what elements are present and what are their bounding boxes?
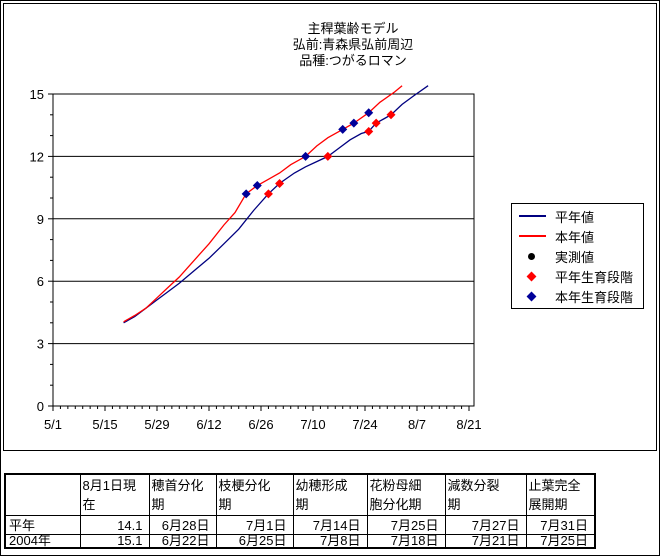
table-cell-2004年-0: 15.1 (79, 534, 150, 549)
table-header-cell-2: 穂首分化 期 (148, 473, 217, 516)
legend-item-3: 平年生育段階 (512, 266, 643, 286)
legend-label: 実測値 (555, 249, 595, 265)
legend-item-0: 平年値 (512, 206, 643, 226)
table-header-cell-1: 8月1日現 在 (79, 473, 150, 516)
row-label: 2004年 (4, 534, 81, 549)
y-tick-label: 12 (30, 149, 44, 164)
table-cell-平年-6: 7月31日 (525, 515, 596, 535)
stage-marker-平年生育段階 (323, 151, 333, 161)
stage-marker-本年生育段階 (349, 118, 359, 128)
y-tick-label: 6 (37, 274, 44, 289)
line-marker (519, 215, 546, 217)
x-tick-label: 7/10 (300, 417, 325, 432)
x-tick-label: 6/26 (248, 417, 273, 432)
table-cell-平年-4: 7月25日 (366, 515, 446, 535)
stage-marker-平年生育段階 (371, 118, 381, 128)
chart-title-line3: 品種:つがるロマン (299, 53, 407, 68)
series-line-平年値 (123, 85, 429, 324)
table-header-cell-0 (4, 473, 81, 516)
legend-diamond-icon (519, 291, 555, 301)
diamond-marker (526, 291, 537, 301)
table-header-cell-3: 枝梗分化 期 (215, 473, 294, 516)
diamond-marker (526, 271, 537, 281)
stage-marker-本年生育段階 (241, 189, 251, 199)
stage-marker-平年生育段階 (364, 126, 374, 136)
table-cell-平年-0: 14.1 (79, 515, 150, 535)
table-cell-2004年-2: 6月25日 (215, 534, 294, 549)
growth-stage-table: 8月1日現 在穂首分化 期枝梗分化 期幼穂形成 期花粉母細 胞分化期 減数分裂 期… (4, 473, 596, 549)
legend-label: 平年値 (555, 209, 595, 225)
x-tick-label: 7/24 (352, 417, 377, 432)
x-tick-label: 5/15 (92, 417, 117, 432)
plot-area-border (52, 93, 475, 407)
y-tick-label: 3 (37, 337, 44, 352)
x-tick-label: 5/1 (44, 417, 62, 432)
dot-marker (528, 252, 535, 260)
chart-title-line1: 主稈葉齢モデル (307, 21, 399, 36)
x-tick-label: 5/29 (144, 417, 169, 432)
leaf-age-chart: 0 3 6 9 12 15 5/1 5/15 5/29 6/12 6/26 7/10 7/24 8/7 8/… (30, 85, 482, 432)
y-tick-label: 15 (30, 87, 44, 102)
table-row-平年: 平年 14.1 6月28日 7月1日 7月14日 7月25日 7月27日 7月31日 (4, 515, 596, 535)
x-tick-label: 6/12 (196, 417, 221, 432)
table-header-cell-6: 減数分裂 期 (444, 473, 527, 516)
legend-item-2: 実測値 (512, 246, 643, 266)
stage-marker-本年生育段階 (301, 151, 311, 161)
table-header-cell-5: 花粉母細 胞分化期 (366, 473, 446, 516)
table-header-row: 8月1日現 在穂首分化 期枝梗分化 期幼穂形成 期花粉母細 胞分化期 減数分裂 期… (4, 473, 596, 516)
table-cell-2004年-3: 7月8日 (292, 534, 368, 549)
table-cell-平年-5: 7月27日 (444, 515, 527, 535)
table-header-cell-4: 幼穂形成 期 (292, 473, 368, 516)
table-cell-2004年-5: 7月21日 (444, 534, 527, 549)
series-line-本年値 (123, 85, 403, 323)
legend-label: 本年生育段階 (555, 289, 634, 305)
legend-item-1: 本年値 (512, 226, 643, 246)
legend-dot-icon (519, 252, 555, 260)
table-cell-平年-3: 7月14日 (292, 515, 368, 535)
legend-line-swatch (519, 215, 555, 217)
chart-legend: 平年値本年値実測値平年生育段階 本年生育段階 (511, 203, 644, 309)
stage-marker-平年生育段階 (275, 178, 285, 188)
legend-label: 平年生育段階 (555, 269, 634, 285)
stage-marker-平年生育段階 (263, 189, 273, 199)
y-tick-label: 9 (37, 212, 44, 227)
legend-item-4: 本年生育段階 (512, 286, 643, 306)
legend-label: 本年値 (555, 229, 595, 245)
y-tick-label: 0 (37, 399, 44, 414)
x-tick-label: 8/7 (408, 417, 426, 432)
chart-title-line2: 弘前:青森県弘前周辺 (292, 37, 414, 52)
table-cell-2004年-1: 6月22日 (148, 534, 217, 549)
table-cell-2004年-4: 7月18日 (366, 534, 446, 549)
table-header-cell-7: 止葉完全 展開期 (525, 473, 596, 516)
table-row-2004年: 2004年 15.1 6月22日 6月25日 7月8日 7月18日 7月21日 7月25日 (4, 534, 596, 549)
stage-marker-本年生育段階 (338, 124, 348, 134)
table-cell-平年-1: 6月28日 (148, 515, 217, 535)
table-cell-2004年-6: 7月25日 (525, 534, 596, 549)
stage-marker-本年生育段階 (252, 181, 262, 191)
table-cell-平年-2: 7月1日 (215, 515, 294, 535)
x-tick-label: 8/21 (456, 417, 481, 432)
legend-line-swatch (519, 235, 555, 237)
stage-marker-平年生育段階 (386, 110, 396, 120)
row-label: 平年 (4, 515, 81, 535)
stage-marker-本年生育段階 (364, 108, 374, 118)
line-marker (519, 235, 546, 237)
legend-diamond-icon (519, 271, 555, 281)
chart-title: 主稈葉齢モデル 弘前:青森県弘前周辺 品種:つがるロマン (103, 21, 603, 69)
